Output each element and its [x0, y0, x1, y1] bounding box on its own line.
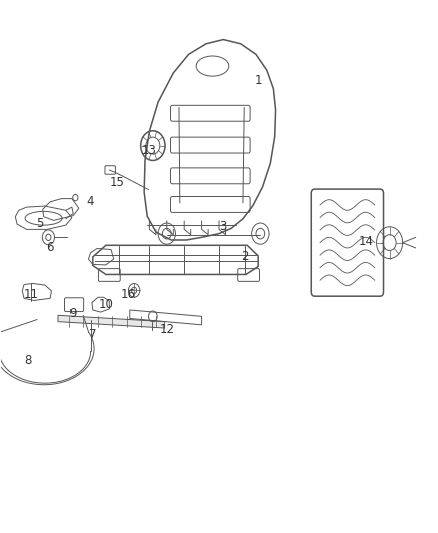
Text: 4: 4	[87, 195, 94, 208]
Text: 10: 10	[99, 298, 113, 311]
Text: 12: 12	[159, 322, 174, 336]
Text: 2: 2	[241, 251, 249, 263]
Text: 15: 15	[110, 176, 124, 189]
Text: 13: 13	[142, 144, 157, 157]
Text: 16: 16	[121, 288, 136, 301]
Text: 14: 14	[359, 235, 374, 247]
Text: 11: 11	[24, 288, 39, 301]
Text: 1: 1	[254, 75, 262, 87]
Text: 6: 6	[46, 241, 54, 254]
Text: 5: 5	[36, 216, 43, 230]
Text: 3: 3	[220, 220, 227, 233]
Text: 7: 7	[89, 328, 96, 341]
Text: 9: 9	[70, 306, 77, 320]
Text: 8: 8	[24, 354, 31, 367]
Polygon shape	[58, 316, 165, 328]
